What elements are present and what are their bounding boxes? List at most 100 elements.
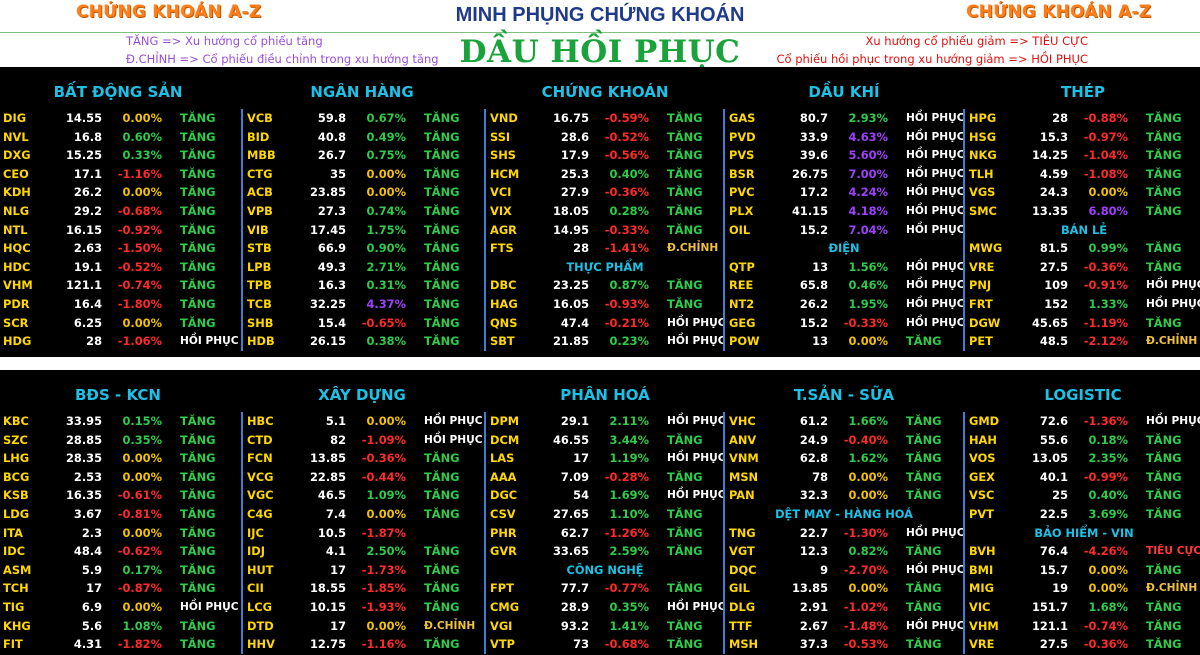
stock-row[interactable]: VHC 61.2 1.66% TĂNG: [726, 412, 962, 431]
stock-row[interactable]: VRE 27.5 -0.36% TĂNG: [966, 258, 1200, 277]
stock-row[interactable]: BSR 26.75 7.00% HỒI PHỤC: [726, 165, 965, 184]
stock-row[interactable]: AGR 14.95 -0.33% TĂNG: [487, 221, 723, 240]
stock-row[interactable]: GEX 40.1 -0.99% TĂNG: [966, 468, 1200, 487]
stock-row[interactable]: VCB 59.8 0.67% TĂNG: [244, 109, 480, 128]
stock-row[interactable]: DXG 15.25 0.33% TĂNG: [0, 146, 236, 165]
stock-row[interactable]: ASM 5.9 0.17% TĂNG: [0, 561, 236, 580]
stock-row[interactable]: HAG 16.05 -0.93% TĂNG: [487, 295, 723, 314]
stock-row[interactable]: NLG 29.2 -0.68% TĂNG: [0, 202, 236, 221]
stock-row[interactable]: VPB 27.3 0.74% TĂNG: [244, 202, 480, 221]
stock-row[interactable]: HDG 28 -1.06% HỒI PHỤC: [0, 332, 239, 351]
stock-row[interactable]: BCG 2.53 0.00% TĂNG: [0, 468, 236, 487]
stock-row[interactable]: NKG 14.25 -1.04% TĂNG: [966, 146, 1200, 165]
stock-row[interactable]: TLH 4.59 -1.08% TĂNG: [966, 165, 1200, 184]
stock-row[interactable]: NTL 16.15 -0.92% TĂNG: [0, 221, 236, 240]
stock-row[interactable]: QNS 47.4 -0.21% HỒI PHỤC: [487, 314, 726, 333]
stock-row[interactable]: LCG 10.15 -1.93% TĂNG: [244, 598, 480, 617]
stock-row[interactable]: AAA 7.09 -0.28% TĂNG: [487, 468, 723, 487]
stock-row[interactable]: PVD 33.9 4.63% HỒI PHỤC: [726, 128, 965, 147]
stock-row[interactable]: PAN 32.3 0.00% TĂNG: [726, 486, 962, 505]
stock-row[interactable]: HCM 25.3 0.40% TĂNG: [487, 165, 723, 184]
stock-row[interactable]: IJC 10.5 -1.87%: [244, 524, 480, 543]
stock-row[interactable]: VIX 18.05 0.28% TĂNG: [487, 202, 723, 221]
stock-row[interactable]: VIB 17.45 1.75% TĂNG: [244, 221, 480, 240]
stock-row[interactable]: PVT 22.5 3.69% TĂNG: [966, 505, 1200, 524]
stock-row[interactable]: VSC 25 0.40% TĂNG: [966, 486, 1200, 505]
stock-row[interactable]: VHM 121.1 -0.74% TĂNG: [0, 276, 236, 295]
stock-row[interactable]: LAS 17 1.19% HỒI PHỤC: [487, 449, 726, 468]
stock-row[interactable]: FRT 152 1.33% HỒI PHỤC: [966, 295, 1200, 314]
stock-row[interactable]: POW 13 0.00% TĂNG: [726, 332, 962, 351]
stock-row[interactable]: VGT 12.3 0.82% TĂNG: [726, 542, 962, 561]
stock-row[interactable]: TPB 16.3 0.31% TĂNG: [244, 276, 480, 295]
stock-row[interactable]: TCB 32.25 4.37% TĂNG: [244, 295, 480, 314]
stock-row[interactable]: LHG 28.35 0.00% TĂNG: [0, 449, 236, 468]
stock-row[interactable]: SBT 21.85 0.23% HỒI PHỤC: [487, 332, 726, 351]
stock-row[interactable]: HDC 19.1 -0.52% TĂNG: [0, 258, 236, 277]
stock-row[interactable]: SZC 28.85 0.35% TĂNG: [0, 431, 236, 450]
stock-row[interactable]: ITA 2.3 0.00% TĂNG: [0, 524, 236, 543]
stock-row[interactable]: CSV 27.65 1.10% TĂNG: [487, 505, 723, 524]
stock-row[interactable]: MBB 26.7 0.75% TĂNG: [244, 146, 480, 165]
stock-row[interactable]: DPM 29.1 2.11% HỒI PHỤC: [487, 412, 726, 431]
stock-row[interactable]: KHG 5.6 1.08% TĂNG: [0, 617, 236, 636]
stock-row[interactable]: VGS 24.3 0.00% TĂNG: [966, 183, 1200, 202]
stock-row[interactable]: DGC 54 1.69% HỒI PHỤC: [487, 486, 726, 505]
stock-row[interactable]: TCH 17 -0.87% TĂNG: [0, 579, 236, 598]
stock-row[interactable]: SHB 15.4 -0.65% TĂNG: [244, 314, 480, 333]
stock-row[interactable]: SMC 13.35 6.80% TĂNG: [966, 202, 1200, 221]
stock-row[interactable]: BMI 15.7 0.00% TĂNG: [966, 561, 1200, 580]
stock-row[interactable]: PVC 17.2 4.24% HỒI PHỤC: [726, 183, 965, 202]
stock-row[interactable]: ACB 23.85 0.00% TĂNG: [244, 183, 480, 202]
stock-row[interactable]: GAS 80.7 2.93% HỒI PHỤC: [726, 109, 965, 128]
stock-row[interactable]: IDC 48.4 -0.62% TĂNG: [0, 542, 236, 561]
stock-row[interactable]: VCI 27.9 -0.36% TĂNG: [487, 183, 723, 202]
stock-row[interactable]: DCM 46.55 3.44% TĂNG: [487, 431, 723, 450]
stock-row[interactable]: KDH 26.2 0.00% TĂNG: [0, 183, 236, 202]
stock-row[interactable]: DLG 2.91 -1.02% TĂNG: [726, 598, 962, 617]
stock-row[interactable]: NT2 26.2 1.95% HỒI PHỤC: [726, 295, 965, 314]
stock-row[interactable]: FIT 4.31 -1.82% TĂNG: [0, 635, 236, 654]
stock-row[interactable]: PNJ 109 -0.91% HỒI PHỤC: [966, 276, 1200, 295]
stock-row[interactable]: FTS 28 -1.41% Đ.CHỈNH: [487, 239, 723, 258]
stock-row[interactable]: PVS 39.6 5.60% HỒI PHỤC: [726, 146, 965, 165]
stock-row[interactable]: GMD 72.6 -1.36% HỒI PHỤC: [966, 412, 1200, 431]
stock-row[interactable]: HAH 55.6 0.18% TĂNG: [966, 431, 1200, 450]
stock-row[interactable]: CTD 82 -1.09% HỒI PHỤC: [244, 431, 483, 450]
stock-row[interactable]: VGC 46.5 1.09% TĂNG: [244, 486, 480, 505]
stock-row[interactable]: PDR 16.4 -1.80% TĂNG: [0, 295, 236, 314]
stock-row[interactable]: FPT 77.7 -0.77% TĂNG: [487, 579, 723, 598]
stock-row[interactable]: KBC 33.95 0.15% TĂNG: [0, 412, 236, 431]
stock-row[interactable]: BID 40.8 0.49% TĂNG: [244, 128, 480, 147]
stock-row[interactable]: SHS 17.9 -0.56% TĂNG: [487, 146, 723, 165]
stock-row[interactable]: VOS 13.05 2.35% TĂNG: [966, 449, 1200, 468]
stock-row[interactable]: BVH 76.4 -4.26% TIÊU CỰC: [966, 542, 1200, 561]
stock-row[interactable]: MSH 37.3 -0.53% TĂNG: [726, 635, 962, 654]
stock-row[interactable]: GEG 15.2 -0.33% HỒI PHỤC: [726, 314, 965, 333]
stock-row[interactable]: CII 18.55 -1.85% TĂNG: [244, 579, 480, 598]
stock-row[interactable]: OIL 15.2 7.04% HỒI PHỤC: [726, 221, 965, 240]
stock-row[interactable]: NVL 16.8 0.60% TĂNG: [0, 128, 236, 147]
stock-row[interactable]: IDJ 4.1 2.50% TĂNG: [244, 542, 480, 561]
stock-row[interactable]: PLX 41.15 4.18% HỒI PHỤC: [726, 202, 965, 221]
stock-row[interactable]: TTF 2.67 -1.48% HỒI PHỤC: [726, 617, 965, 636]
stock-row[interactable]: TNG 22.7 -1.30% HỒI PHỤC: [726, 524, 965, 543]
stock-row[interactable]: MSN 78 0.00% TĂNG: [726, 468, 962, 487]
stock-row[interactable]: KSB 16.35 -0.61% TĂNG: [0, 486, 236, 505]
stock-row[interactable]: GVR 33.65 2.59% TĂNG: [487, 542, 723, 561]
stock-row[interactable]: HDB 26.15 0.38% TĂNG: [244, 332, 480, 351]
stock-row[interactable]: TIG 6.9 0.00% HỒI PHỤC: [0, 598, 239, 617]
stock-row[interactable]: CTG 35 0.00% TĂNG: [244, 165, 480, 184]
stock-row[interactable]: SCR 6.25 0.00% TĂNG: [0, 314, 236, 333]
stock-row[interactable]: HPG 28 -0.88% TĂNG: [966, 109, 1200, 128]
stock-row[interactable]: DBC 23.25 0.87% TĂNG: [487, 276, 723, 295]
stock-row[interactable]: LDG 3.67 -0.81% TĂNG: [0, 505, 236, 524]
stock-row[interactable]: HBC 5.1 0.00% HỒI PHỤC: [244, 412, 483, 431]
stock-row[interactable]: C4G 7.4 0.00% TĂNG: [244, 505, 480, 524]
stock-row[interactable]: HSG 15.3 -0.97% TĂNG: [966, 128, 1200, 147]
stock-row[interactable]: VHM 121.1 -0.74% TĂNG: [966, 617, 1200, 636]
stock-row[interactable]: VNM 62.8 1.62% TĂNG: [726, 449, 962, 468]
stock-row[interactable]: QTP 13 1.56% HỒI PHỤC: [726, 258, 965, 277]
stock-row[interactable]: GIL 13.85 0.00% TĂNG: [726, 579, 962, 598]
stock-row[interactable]: VCG 22.85 -0.44% TĂNG: [244, 468, 480, 487]
